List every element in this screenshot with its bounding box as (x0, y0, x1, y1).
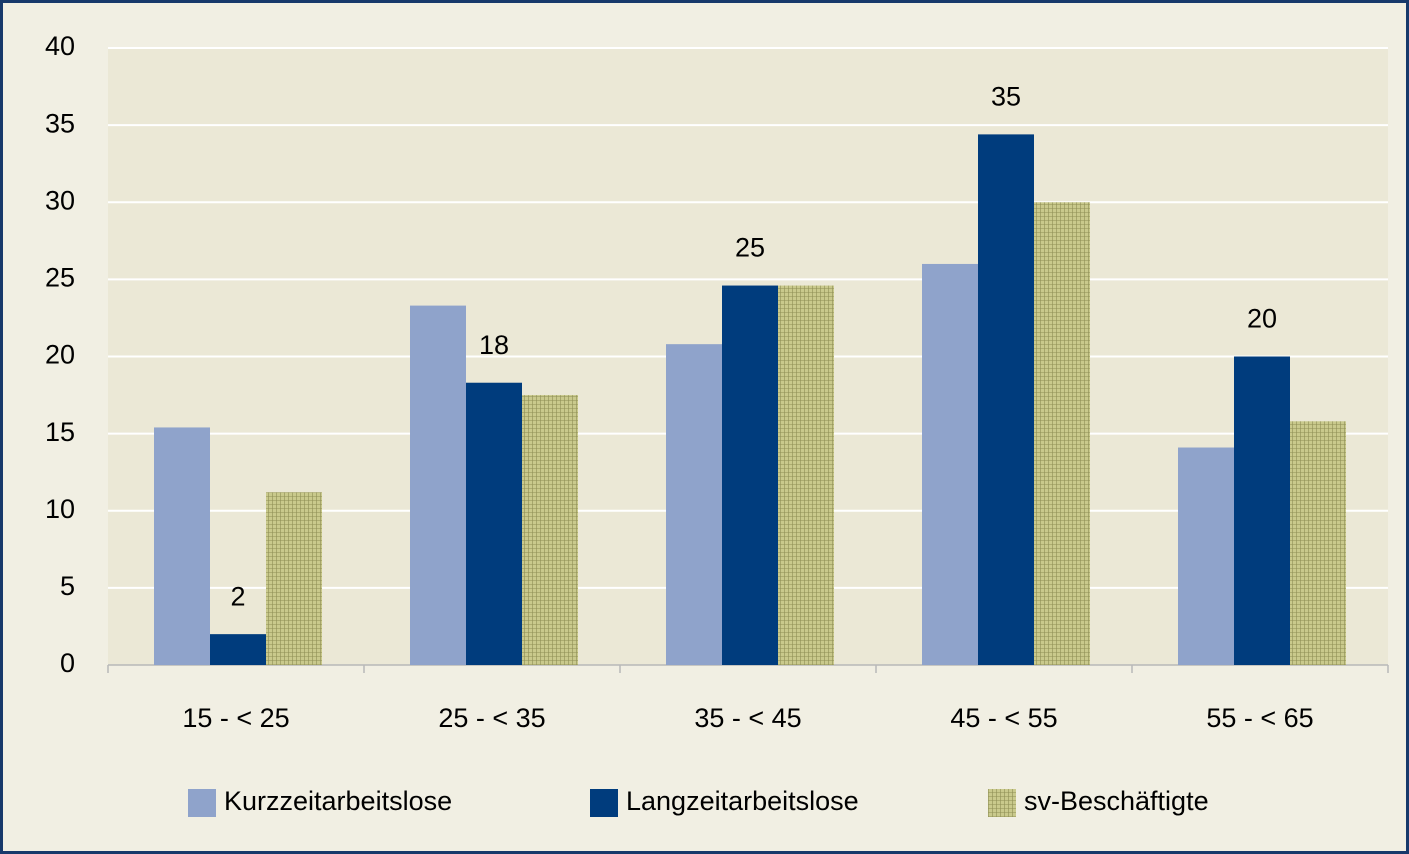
x-tick-label: 55 - < 65 (1206, 703, 1313, 733)
bar (522, 395, 578, 665)
bar (154, 427, 210, 665)
bar (922, 263, 978, 665)
bar (978, 134, 1034, 665)
legend-swatch (988, 789, 1016, 817)
y-tick-label: 40 (45, 31, 75, 61)
bar (266, 492, 322, 665)
bar (1290, 421, 1346, 665)
y-tick-label: 5 (60, 571, 75, 601)
data-label: 25 (735, 233, 765, 263)
bar (1178, 447, 1234, 665)
data-label: 2 (230, 581, 245, 611)
legend-label: sv-Beschäftigte (1024, 786, 1209, 816)
bar (1234, 356, 1290, 665)
y-tick-label: 0 (60, 648, 75, 678)
bar (466, 382, 522, 665)
legend-swatch (188, 789, 216, 817)
bar (722, 285, 778, 665)
x-tick-label: 25 - < 35 (438, 703, 545, 733)
bar (1034, 202, 1090, 665)
legend-label: Langzeitarbeitslose (626, 786, 859, 816)
data-label: 20 (1247, 304, 1277, 334)
y-tick-label: 15 (45, 417, 75, 447)
bar (410, 305, 466, 665)
y-tick-label: 35 (45, 108, 75, 138)
y-tick-label: 20 (45, 340, 75, 370)
y-tick-label: 10 (45, 494, 75, 524)
bar (210, 634, 266, 665)
bar (666, 344, 722, 665)
x-tick-label: 35 - < 45 (694, 703, 801, 733)
legend-label: Kurzzeitarbeitslose (224, 786, 452, 816)
bar (778, 285, 834, 665)
y-tick-label: 30 (45, 185, 75, 215)
data-label: 35 (991, 82, 1021, 112)
data-label: 18 (479, 330, 509, 360)
x-tick-label: 45 - < 55 (950, 703, 1057, 733)
y-tick-label: 25 (45, 263, 75, 293)
legend-swatch (590, 789, 618, 817)
x-tick-label: 15 - < 25 (182, 703, 289, 733)
